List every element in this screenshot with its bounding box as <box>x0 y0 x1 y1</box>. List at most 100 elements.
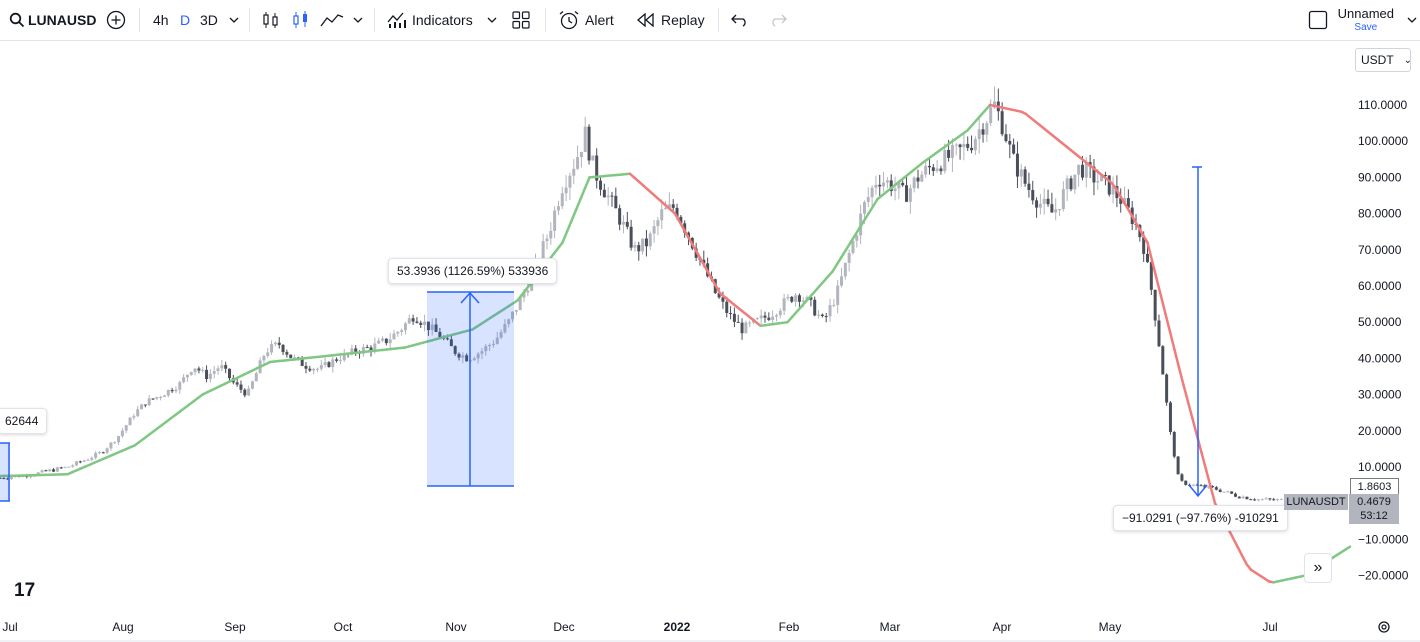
candle-body <box>434 324 438 332</box>
candle-body <box>817 314 821 316</box>
candle-body <box>729 313 733 315</box>
symbol-tag: LUNAUSDT <box>1286 496 1346 508</box>
candle-body <box>1168 402 1172 432</box>
scroll-to-realtime-button[interactable]: » <box>1304 553 1332 583</box>
settings-gear-icon <box>1378 621 1390 633</box>
y-tick-label: 90.0000 <box>1358 170 1402 184</box>
candle-body <box>683 223 687 233</box>
alert-label: Alert <box>585 12 614 28</box>
candle-body <box>1165 374 1169 403</box>
candle-body <box>870 187 874 198</box>
candle-body <box>461 355 465 358</box>
ma-segment <box>1146 241 1154 262</box>
candle-body <box>1276 499 1280 501</box>
candle-body <box>480 351 484 354</box>
candle-body <box>293 357 297 359</box>
ma-segment <box>1159 294 1167 316</box>
candle-body <box>1172 431 1176 457</box>
search-icon <box>9 12 25 28</box>
candle-body <box>365 347 369 349</box>
ma-segment <box>1186 400 1194 420</box>
candle-body <box>824 316 828 318</box>
candle-body <box>78 461 82 463</box>
candle-body <box>702 259 706 264</box>
candle-body <box>644 238 648 247</box>
candle-body <box>63 466 67 468</box>
ma-segment <box>1204 468 1212 488</box>
candle-body <box>583 126 587 152</box>
currency-dropdown[interactable]: USDT ⌄ <box>1355 48 1412 72</box>
symbol-search[interactable]: LUNAUSD <box>9 0 96 40</box>
ma-segment <box>1114 187 1122 198</box>
line-style-button[interactable] <box>320 0 344 40</box>
price-axis: 110.0000 100.0000 90.0000 80.0000 70.0000 60.… <box>1358 98 1409 583</box>
symbol-price-label: LUNAUSDT <box>1284 494 1348 510</box>
candle-body <box>943 149 947 172</box>
undo-icon <box>731 14 746 27</box>
candle-body <box>262 355 266 361</box>
candle-body <box>1061 189 1065 210</box>
bars-style-button[interactable] <box>262 0 280 40</box>
candle-body <box>652 226 656 234</box>
compare-button[interactable] <box>106 0 126 40</box>
indicators-dropdown[interactable] <box>487 0 497 40</box>
candle-body <box>140 404 144 410</box>
ma-segment <box>1173 348 1181 369</box>
candle-body <box>744 322 748 334</box>
candle-body <box>897 182 901 189</box>
candle-body <box>1050 204 1054 213</box>
double-chevron-right-icon: » <box>1313 559 1323 576</box>
layouts-button[interactable] <box>512 0 530 40</box>
candle-body <box>667 204 671 209</box>
interval-dropdown[interactable] <box>229 0 239 40</box>
candle-body <box>797 295 801 302</box>
layout-name[interactable]: Unnamed Save <box>1338 6 1394 33</box>
layout-dropdown[interactable] <box>1407 0 1417 40</box>
moving-average-line <box>0 103 1352 584</box>
x-tick-label: May <box>1099 620 1122 634</box>
candle-body <box>361 347 365 354</box>
ma-segment <box>1182 383 1190 404</box>
measure-down-text: −91.0291 (−97.76%) -910291 <box>1122 511 1279 525</box>
time-axis: Jul Aug Sep Oct Nov Dec 2022 Feb Mar Apr May Jul <box>0 620 1420 642</box>
candle-body <box>629 226 633 248</box>
interval-4h[interactable]: 4h <box>153 0 169 40</box>
replay-button[interactable]: Replay <box>637 0 705 40</box>
undo-button[interactable] <box>731 0 749 40</box>
ma-segment <box>1132 218 1140 229</box>
candle-body <box>48 469 52 472</box>
save-link[interactable]: Save <box>1354 22 1378 33</box>
candle-body <box>224 365 228 369</box>
ma-segment <box>579 187 587 201</box>
price-chart[interactable]: 110.0000 100.0000 90.0000 80.0000 70.0000 60.… <box>0 41 1420 642</box>
x-tick-label: Sep <box>224 620 246 634</box>
layout-checkbox[interactable] <box>1308 0 1328 40</box>
candle-body <box>6 478 10 480</box>
candle-body <box>679 216 683 224</box>
candle-body <box>1245 496 1249 500</box>
candle-body <box>1176 456 1180 475</box>
ma-segment <box>844 241 852 252</box>
indicators-button[interactable]: Indicators <box>387 0 473 40</box>
tradingview-logo: 17 <box>14 580 35 601</box>
interval-d[interactable]: D <box>180 0 190 40</box>
redo-button[interactable] <box>769 0 787 40</box>
candle-body <box>419 322 423 325</box>
candle-body <box>591 155 595 161</box>
chart-type-dropdown[interactable] <box>353 0 363 40</box>
candle-body <box>522 292 526 298</box>
candle-body <box>736 321 740 323</box>
candles-style-button[interactable] <box>292 0 310 40</box>
candle-body <box>950 145 954 158</box>
interval-label: 3D <box>200 12 218 28</box>
interval-label: D <box>180 12 191 28</box>
alert-button[interactable]: Alert <box>558 0 614 40</box>
ma-segment <box>849 234 857 244</box>
candle-body <box>476 353 480 359</box>
candle-body <box>786 296 790 299</box>
candle-body <box>1084 162 1088 178</box>
candle-body <box>484 346 488 352</box>
candle-body <box>648 233 652 247</box>
interval-3d[interactable]: 3D <box>200 0 218 40</box>
candle-body <box>438 331 442 338</box>
